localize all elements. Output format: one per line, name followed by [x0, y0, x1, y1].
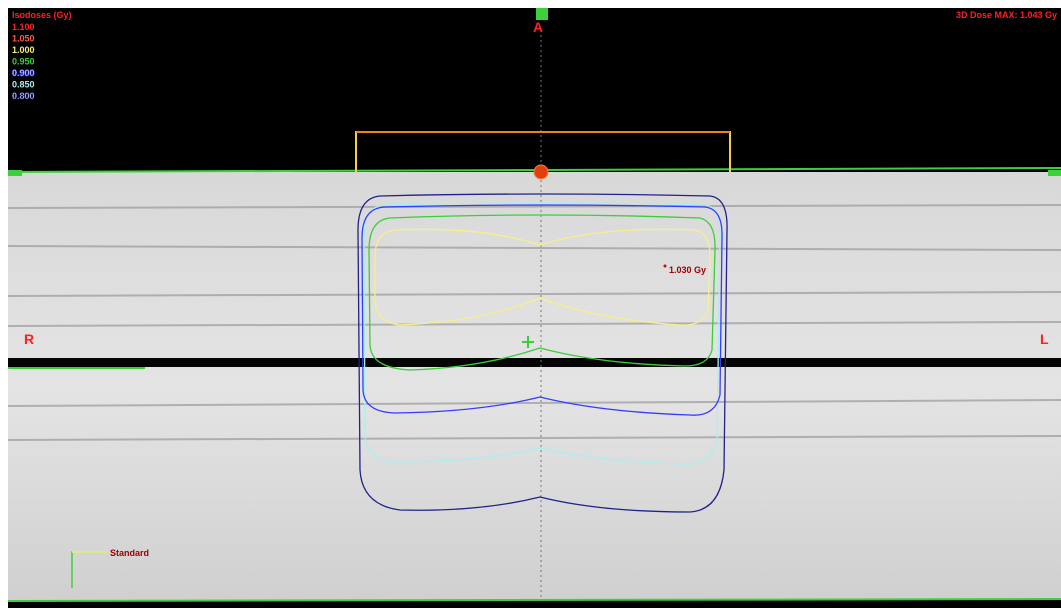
orientation-top: A	[533, 19, 543, 35]
isocenter	[534, 165, 548, 179]
legend-title: Isodoses (Gy)	[12, 10, 72, 20]
dose-max: 3D Dose MAX: 1.043 Gy	[956, 10, 1057, 20]
legend-level: 0.950	[12, 57, 35, 67]
table-line	[8, 358, 1061, 367]
marker	[1048, 170, 1061, 176]
dose-point	[664, 265, 667, 268]
legend-level: 1.100	[12, 22, 35, 32]
ct-image	[8, 172, 1061, 600]
legend-level: 0.850	[12, 80, 35, 90]
marker	[8, 170, 22, 176]
orientation-left: R	[24, 331, 34, 347]
scale-label: Standard	[110, 548, 149, 558]
legend-level: 1.000	[12, 45, 35, 55]
legend-level: 1.050	[12, 34, 35, 44]
point-label: 1.030 Gy	[669, 265, 706, 275]
viewer: Isodoses (Gy) 1.100 1.0501.000 0.9500.900 0…	[0, 0, 1061, 610]
legend-level: 0.800	[12, 91, 35, 101]
orientation-right: L	[1040, 331, 1049, 347]
legend-level: 0.900	[12, 68, 35, 78]
